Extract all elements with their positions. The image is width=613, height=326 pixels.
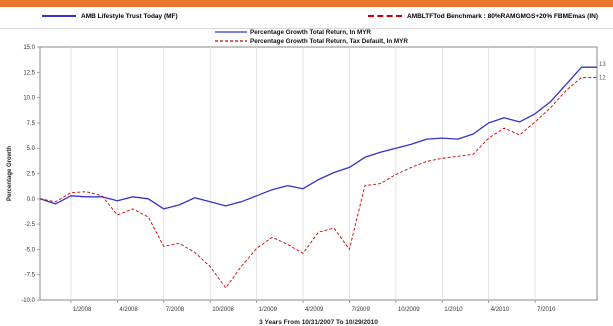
x-tick-label: 4/2010 [491,307,510,313]
x-tick-label: 1/2010 [444,307,463,313]
y-tick-label: 2.5 [27,172,36,178]
x-tick-label: 10/2008 [212,307,234,313]
legend-label-fund: AMB Lifestyle Trust Today (MF) [81,13,178,20]
y-tick-label: -5.0 [25,247,36,253]
y-tick-label: -7.5 [25,273,36,279]
y-axis-title: Percentage Growth [7,146,13,201]
y-tick-label: 12.5 [23,70,35,76]
y-tick-label: 10.0 [23,96,35,102]
x-tick-label: 1/2008 [73,307,92,313]
x-tick-label: 4/2008 [119,307,138,313]
series-legend-label: Percentage Growth Total Return, Tax Defa… [250,38,408,45]
x-tick-label: 7/2009 [351,307,370,313]
series-legend-label: Percentage Growth Total Return, In MYR [250,29,371,36]
legend-item-fund[interactable]: AMB Lifestyle Trust Today (MF) [42,13,178,20]
legend-swatch-solid [42,15,76,18]
x-tick-label: 7/2008 [166,307,185,313]
plot-area [39,46,598,301]
x-tick-label: 7/2010 [537,307,556,313]
y-tick-label: 7.5 [27,121,36,127]
fund-series-line[interactable] [39,66,597,210]
x-tick-label: 10/2009 [398,307,420,313]
legend-label-benchmark: AMBLTFTod Benchmark : 80%RAMGMGS+20% FBM… [407,13,598,20]
legend-item-benchmark[interactable]: AMBLTFTod Benchmark : 80%RAMGMGS+20% FBM… [368,13,598,20]
y-tick-label: 5.0 [27,146,36,152]
legend-swatch-dashed [368,15,402,18]
series-end-label: 12 [599,75,606,81]
x-axis-title: 3 Years From 10/31/2007 To 10/29/2010 [259,319,378,326]
y-tick-label: -2.5 [25,222,36,228]
benchmark-series-line[interactable] [39,76,597,289]
chart-legend-bar: AMB Lifestyle Trust Today (MF) AMBLTFTod… [0,7,613,29]
x-tick-label: 1/2009 [259,307,278,313]
y-tick-label: 15.0 [23,45,35,51]
line-chart: 1/2008 4/2008 7/2008 10/2008 1/2009 4/2009 7/2… [7,29,606,326]
y-tick-label: -10.0 [21,298,35,304]
y-tick-label: 0.0 [27,197,36,203]
top-accent-bar [0,0,613,7]
x-tick-label: 4/2009 [305,307,324,313]
series-end-label: 13 [599,62,606,68]
